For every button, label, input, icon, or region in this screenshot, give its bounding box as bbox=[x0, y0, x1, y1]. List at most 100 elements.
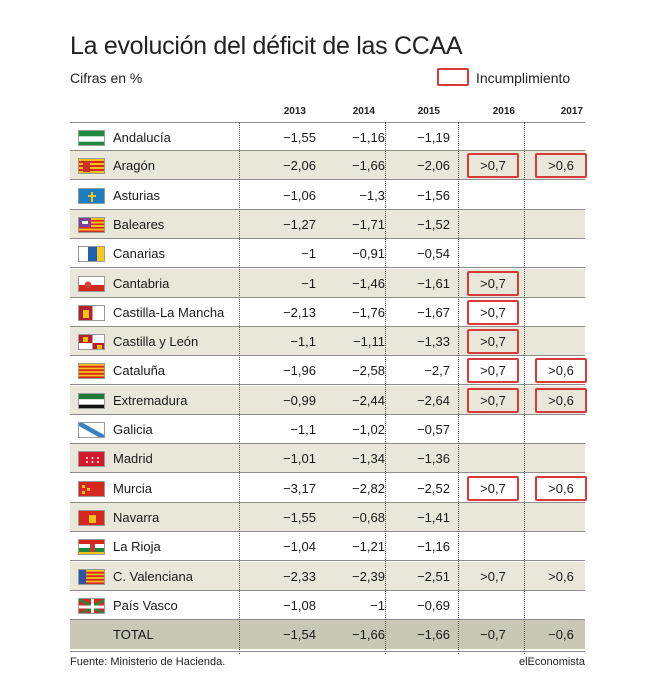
region-name: Asturias bbox=[113, 187, 160, 203]
value-2013: −2,06 bbox=[283, 158, 316, 174]
region-name: Navarra bbox=[113, 509, 160, 525]
region-name: C. Valenciana bbox=[113, 568, 193, 584]
navarra-flag-icon bbox=[78, 509, 105, 526]
value-2014: −1,34 bbox=[352, 451, 385, 467]
value-2015: −2,7 bbox=[424, 363, 450, 379]
value-2014: −1,46 bbox=[352, 275, 385, 291]
total-row: TOTAL −1,54 −1,66 −1,66 −0,7 −0,6 bbox=[70, 620, 585, 650]
canarias-flag-icon bbox=[78, 246, 105, 263]
value-2015: −0,57 bbox=[417, 422, 450, 437]
castilla-y-leon-flag-icon bbox=[78, 334, 105, 351]
table-row: Extremadura −0,99 −2,44 −2,64 >0,7 >0,6 bbox=[70, 385, 587, 415]
region-name: Canarias bbox=[113, 246, 166, 262]
table-row: Navarra −1,55 −0,68 −1,41 bbox=[70, 502, 585, 532]
andalucia-flag-icon bbox=[78, 130, 105, 146]
target-2016: >0,7 bbox=[467, 153, 519, 179]
value-2014: −2,82 bbox=[352, 480, 385, 496]
value-2014: −0,91 bbox=[352, 246, 385, 262]
madrid-flag-icon bbox=[78, 451, 105, 468]
region-name: Baleares bbox=[113, 216, 165, 232]
value-2013: −1,01 bbox=[283, 451, 316, 467]
legend-swatch bbox=[437, 68, 469, 86]
aragon-flag-icon bbox=[78, 158, 105, 175]
galicia-flag-icon bbox=[78, 422, 105, 438]
pais-vasco-flag-icon bbox=[78, 597, 105, 614]
value-2015: −1,41 bbox=[417, 509, 450, 525]
column-header-2014: 2014 bbox=[352, 106, 375, 117]
value-2014: −2,58 bbox=[352, 363, 385, 379]
value-2014: −1,3 bbox=[359, 187, 385, 203]
column-divider bbox=[385, 122, 386, 654]
value-2014: −2,44 bbox=[352, 392, 385, 408]
value-2015: −0,54 bbox=[417, 246, 450, 262]
table-row: C. Valenciana −2,33 −2,39 −2,51 >0,7 >0,6 bbox=[70, 561, 585, 591]
target-2017: >0,6 bbox=[548, 568, 574, 584]
table-row: Cataluña −1,96 −2,58 −2,7 >0,7 >0,6 bbox=[70, 356, 587, 386]
value-2013: −1,1 bbox=[290, 422, 316, 437]
cataluna-flag-icon bbox=[78, 363, 105, 380]
target-2016: >0,7 bbox=[467, 387, 519, 413]
valenciana-flag-icon bbox=[78, 568, 105, 585]
table-row: Canarias −1 −0,91 −0,54 bbox=[70, 239, 585, 269]
total-2015: −1,66 bbox=[417, 627, 450, 643]
value-2015: −0,69 bbox=[417, 597, 450, 613]
cantabria-flag-icon bbox=[78, 275, 105, 292]
value-2013: −2,13 bbox=[283, 304, 316, 320]
value-2014: −2,39 bbox=[352, 568, 385, 584]
region-name: Castilla-La Mancha bbox=[113, 304, 225, 320]
value-2013: −1,06 bbox=[283, 187, 316, 203]
value-2014: −1,76 bbox=[352, 304, 385, 320]
footer-divider bbox=[70, 651, 585, 652]
target-2016: >0,7 bbox=[467, 270, 519, 296]
value-2015: −1,56 bbox=[417, 187, 450, 203]
target-2017: >0,6 bbox=[535, 387, 587, 413]
value-2015: −1,36 bbox=[417, 451, 450, 467]
asturias-flag-icon bbox=[78, 187, 105, 204]
value-2013: −3,17 bbox=[283, 480, 316, 496]
value-2013: −1,27 bbox=[283, 216, 316, 232]
value-2013: −1,55 bbox=[283, 130, 316, 145]
table-row: Galicia −1,1 −1,02 −0,57 bbox=[70, 415, 585, 444]
value-2015: −2,51 bbox=[417, 568, 450, 584]
value-2015: −2,52 bbox=[417, 480, 450, 496]
target-2016: >0,7 bbox=[467, 475, 519, 501]
region-name: Aragón bbox=[113, 158, 155, 174]
target-2016: >0,7 bbox=[467, 329, 519, 355]
value-2013: −0,99 bbox=[283, 392, 316, 408]
value-2013: −1 bbox=[301, 246, 316, 262]
table-row: Murcia −3,17 −2,82 −2,52 >0,7 >0,6 bbox=[70, 474, 587, 503]
value-2013: −1,96 bbox=[283, 363, 316, 379]
column-header-2017: 2017 bbox=[560, 106, 583, 117]
table-row: Castilla-La Mancha −2,13 −1,76 −1,67 >0,7 bbox=[70, 298, 585, 327]
column-header-2015: 2015 bbox=[417, 106, 440, 117]
column-divider bbox=[239, 122, 240, 654]
value-2014: −1,66 bbox=[352, 158, 385, 174]
value-2014: −1,11 bbox=[353, 334, 385, 350]
value-2014: −1 bbox=[370, 597, 385, 613]
target-2016: >0,7 bbox=[467, 358, 519, 384]
region-name: Extremadura bbox=[113, 392, 188, 408]
region-name: Madrid bbox=[113, 451, 153, 467]
total-2013: −1,54 bbox=[283, 627, 316, 643]
target-2016: >0,7 bbox=[467, 299, 519, 325]
value-2013: −1,04 bbox=[283, 539, 316, 555]
value-2015: −1,61 bbox=[417, 275, 450, 291]
total-2016: −0,7 bbox=[480, 627, 506, 643]
value-2015: −2,64 bbox=[417, 392, 450, 408]
table-row: Andalucía −1,55 −1,16 −1,19 bbox=[70, 122, 585, 151]
chart-subtitle: Cifras en % bbox=[70, 70, 143, 86]
value-2015: −1,33 bbox=[417, 334, 450, 350]
castilla-la-mancha-flag-icon bbox=[78, 304, 105, 321]
target-2017: >0,6 bbox=[535, 153, 587, 179]
value-2013: −2,33 bbox=[283, 568, 316, 584]
baleares-flag-icon bbox=[78, 216, 105, 233]
table-row: Castilla y León −1,1 −1,11 −1,33 >0,7 bbox=[70, 327, 585, 357]
source-note: Fuente: Ministerio de Hacienda. bbox=[70, 656, 226, 668]
value-2015: −1,16 bbox=[417, 539, 450, 555]
chart-title: La evolución del déficit de las CCAA bbox=[70, 32, 463, 60]
region-name: La Rioja bbox=[113, 539, 161, 555]
value-2014: −1,21 bbox=[352, 539, 385, 555]
region-name: Murcia bbox=[113, 480, 153, 496]
region-name: Cataluña bbox=[113, 363, 166, 379]
brand-label: elEconomista bbox=[518, 656, 585, 668]
